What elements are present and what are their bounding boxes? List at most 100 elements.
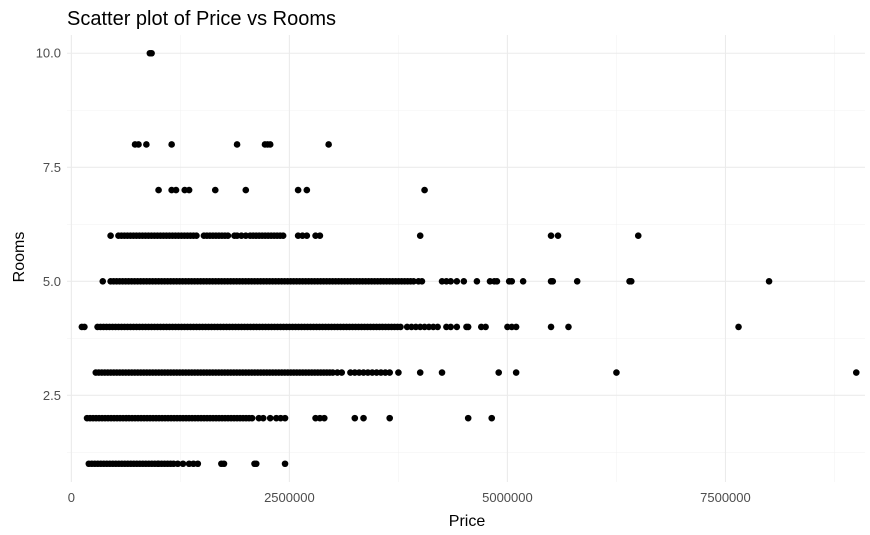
x-axis-ticks: 0 2500000 5000000 7500000 xyxy=(68,490,751,505)
data-point xyxy=(179,460,187,468)
data-point xyxy=(81,323,88,331)
data-point xyxy=(155,186,162,194)
data-point xyxy=(185,186,193,194)
data-point xyxy=(224,232,232,239)
data-point xyxy=(447,278,455,285)
data-point xyxy=(294,186,302,194)
y-tick-label: 10.0 xyxy=(36,46,61,61)
data-point xyxy=(512,369,520,376)
data-point xyxy=(634,232,642,239)
series-rooms-6 xyxy=(107,232,642,239)
data-point xyxy=(547,232,555,239)
data-point xyxy=(99,278,107,285)
series-rooms-1 xyxy=(85,460,289,468)
data-point xyxy=(174,460,182,468)
data-point xyxy=(303,186,311,194)
y-tick-label: 7.5 xyxy=(43,160,61,175)
data-point xyxy=(281,460,289,468)
data-point xyxy=(386,369,393,376)
y-tick-label: 5.0 xyxy=(43,274,61,289)
data-point xyxy=(554,232,562,239)
data-point xyxy=(193,232,200,239)
data-point xyxy=(549,278,557,285)
x-axis-title: Price xyxy=(449,513,486,530)
data-point xyxy=(453,323,461,331)
y-axis-ticks: 2.5 5.0 7.5 10.0 xyxy=(36,46,61,403)
data-point xyxy=(386,414,393,422)
data-point xyxy=(613,369,620,376)
data-point xyxy=(508,278,516,285)
series-rooms-5 xyxy=(99,278,773,285)
data-point xyxy=(281,414,289,422)
data-point xyxy=(233,141,241,148)
data-point xyxy=(418,278,426,285)
data-point xyxy=(220,460,228,468)
data-point xyxy=(434,323,441,331)
data-point xyxy=(248,414,256,422)
series-rooms-3 xyxy=(92,369,860,376)
data-point xyxy=(194,460,202,468)
data-point xyxy=(421,186,428,194)
data-point xyxy=(397,323,404,331)
data-points xyxy=(78,49,860,468)
data-point xyxy=(360,414,367,422)
data-point xyxy=(242,186,250,194)
data-point xyxy=(148,49,155,57)
data-point xyxy=(416,232,424,239)
data-point xyxy=(416,369,424,376)
y-tick-label: 2.5 xyxy=(43,388,61,403)
series-rooms-7 xyxy=(155,186,428,194)
chart-title: Scatter plot of Price vs Rooms xyxy=(67,8,336,30)
data-point xyxy=(482,323,489,331)
data-point xyxy=(279,232,287,239)
data-point xyxy=(735,323,742,331)
data-point xyxy=(519,278,527,285)
data-point xyxy=(135,141,142,148)
x-tick-label: 2500000 xyxy=(264,490,315,505)
data-point xyxy=(242,232,250,239)
data-point xyxy=(473,278,481,285)
data-point xyxy=(765,278,773,285)
data-point xyxy=(329,369,337,376)
data-point xyxy=(211,186,219,194)
data-point xyxy=(547,323,555,331)
data-point xyxy=(252,460,260,468)
series-rooms-2 xyxy=(83,414,496,422)
data-point xyxy=(565,323,572,331)
data-point xyxy=(172,186,180,194)
data-point xyxy=(143,141,150,148)
data-point xyxy=(438,369,446,376)
data-point xyxy=(168,141,175,148)
data-point xyxy=(316,232,324,239)
data-point xyxy=(325,141,332,148)
data-point xyxy=(495,369,503,376)
x-tick-label: 5000000 xyxy=(482,490,533,505)
data-point xyxy=(460,278,468,285)
data-point xyxy=(395,369,402,376)
data-point xyxy=(493,278,501,285)
data-point xyxy=(453,278,461,285)
series-rooms-4 xyxy=(78,323,742,331)
data-point xyxy=(338,369,346,376)
data-point xyxy=(266,414,274,422)
data-point xyxy=(447,323,455,331)
series-rooms-10 xyxy=(146,49,155,57)
data-point xyxy=(464,323,472,331)
data-point xyxy=(852,369,860,376)
data-point xyxy=(573,278,581,285)
data-point xyxy=(512,323,520,331)
x-tick-label: 7500000 xyxy=(700,490,751,505)
y-axis-title: Rooms xyxy=(11,232,28,283)
x-tick-label: 0 xyxy=(68,490,75,505)
series-rooms-8 xyxy=(131,141,332,148)
data-point xyxy=(259,414,267,422)
data-point xyxy=(107,232,114,239)
data-point xyxy=(410,278,417,285)
data-point xyxy=(266,141,274,148)
data-point xyxy=(303,232,311,239)
data-point xyxy=(320,414,328,422)
data-point xyxy=(627,278,635,285)
data-point xyxy=(488,414,496,422)
data-point xyxy=(464,414,472,422)
